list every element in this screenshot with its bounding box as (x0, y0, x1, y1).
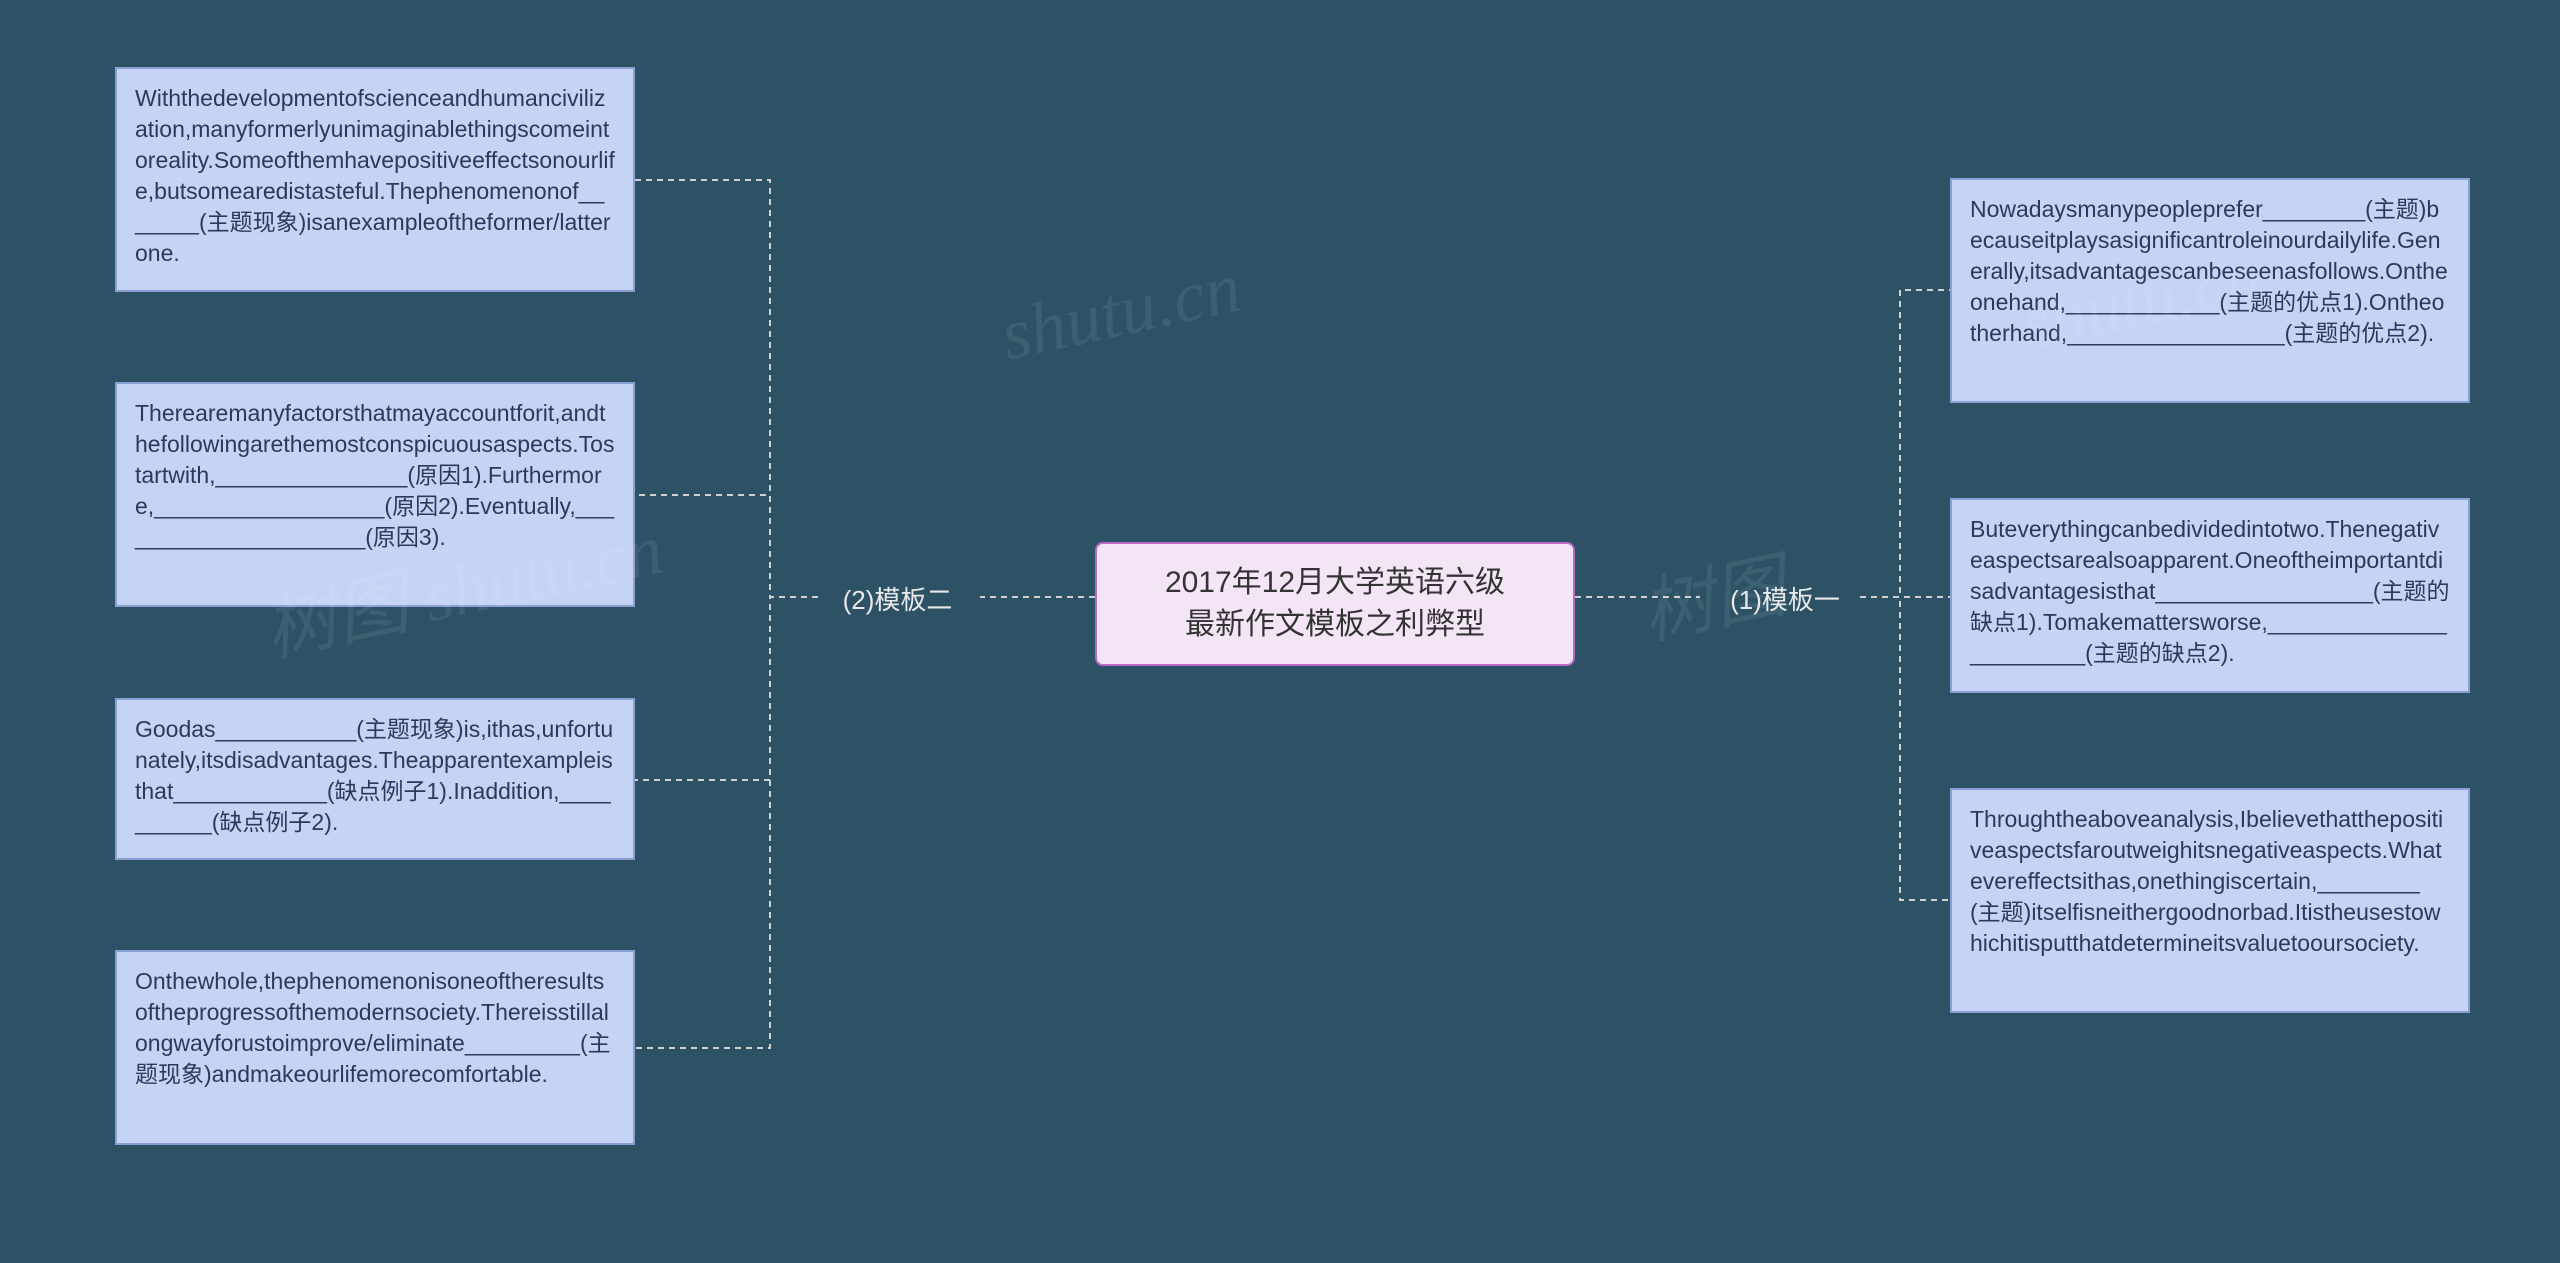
leaf-right-2: Throughtheaboveanalysis,Ibelievethatthep… (1950, 788, 2470, 1013)
connector-3 (1860, 597, 1950, 900)
branch-left: (2)模板二 (820, 580, 975, 617)
connector-7 (635, 597, 818, 780)
root-line1: 2017年12月大学英语六级 (1121, 562, 1549, 604)
root-node: 2017年12月大学英语六级 最新作文模板之利弊型 (1095, 542, 1575, 666)
branch-right: (1)模板一 (1710, 580, 1860, 617)
branch-left-label: (2)模板二 (843, 585, 953, 615)
leaf-left-2: Goodas___________(主题现象)is,ithas,unfortun… (115, 698, 635, 860)
leaf-right-0: Nowadaysmanypeopleprefer________(主题)beca… (1950, 178, 2470, 403)
connector-6 (635, 495, 818, 597)
leaf-right-1: Buteverythingcanbedividedintotwo.Thenega… (1950, 498, 2470, 693)
connector-8 (635, 597, 818, 1048)
leaf-left-1: Therearemanyfactorsthatmayaccountforit,a… (115, 382, 635, 607)
connector-1 (1860, 290, 1950, 597)
leaf-left-0: Withthedevelopmentofscienceandhumancivil… (115, 67, 635, 292)
leaf-left-3: Onthewhole,thephenomenonisoneoftheresult… (115, 950, 635, 1145)
root-line2: 最新作文模板之利弊型 (1121, 604, 1549, 646)
connector-5 (635, 180, 818, 597)
branch-right-label: (1)模板一 (1730, 585, 1840, 615)
